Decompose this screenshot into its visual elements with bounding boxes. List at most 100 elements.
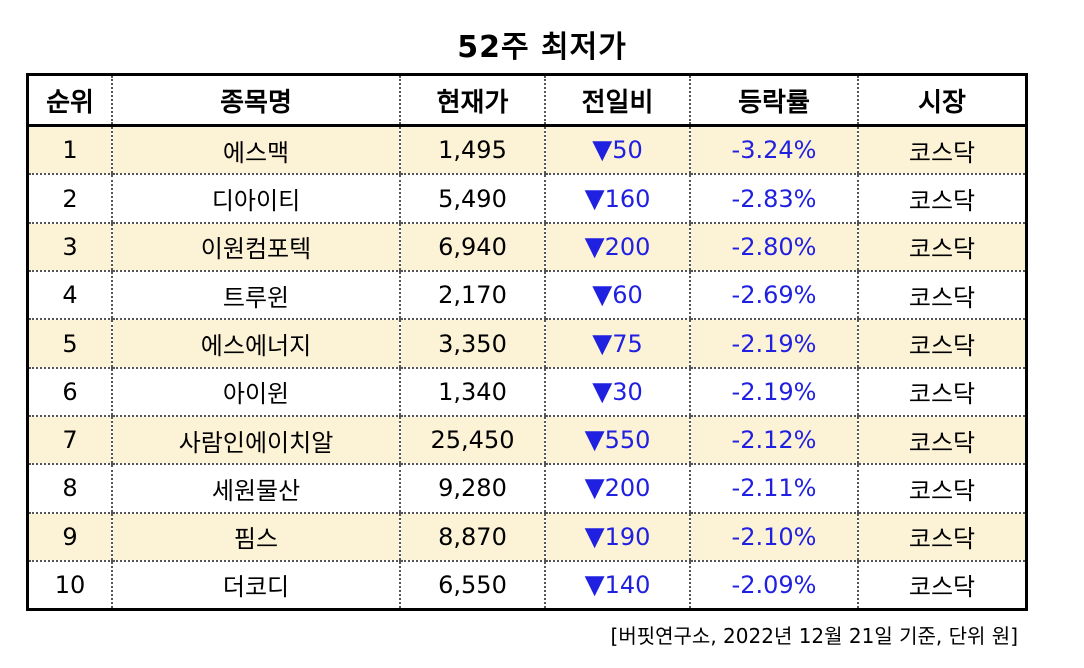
rate-cell: -2.83%	[689, 174, 858, 224]
rank-cell: 2	[29, 174, 112, 224]
table-row: 4 트루윈 2,170 ▼60 -2.69% 코스닥	[29, 271, 1025, 321]
name-cell: 디아이티	[111, 174, 400, 224]
rank-cell: 6	[29, 367, 112, 418]
name-cell: 핌스	[111, 512, 400, 562]
down-triangle-icon: ▼	[584, 183, 605, 214]
change-value: 200	[604, 474, 651, 503]
down-triangle-icon: ▼	[592, 328, 613, 359]
table-row: 8 세원물산 9,280 ▼200 -2.11% 코스닥	[29, 464, 1025, 514]
change-cell: ▼50	[544, 125, 690, 176]
change-cell: ▼30	[544, 367, 690, 418]
table-row: 5 에스에너지 3,350 ▼75 -2.19% 코스닥	[29, 319, 1025, 369]
rank-cell: 3	[29, 222, 112, 273]
source-footnote: [버핏연구소, 2022년 12월 21일 기준, 단위 원]	[610, 624, 1018, 648]
rate-cell: -2.12%	[689, 416, 858, 466]
change-value: 550	[604, 426, 651, 455]
market-cell: 코스닥	[857, 174, 1025, 224]
rate-cell: -2.11%	[689, 464, 858, 514]
change-cell: ▼60	[544, 271, 690, 321]
stock-table-container: 순위 종목명 현재가 전일비 등락률 시장 1 에스맥 1,495 ▼50 -3.24%…	[26, 73, 1028, 611]
rate-cell: -2.19%	[689, 367, 858, 418]
rank-cell: 9	[29, 512, 112, 562]
change-cell: ▼75	[544, 319, 690, 369]
table-body: 1 에스맥 1,495 ▼50 -3.24% 코스닥 2 디아이티 5,490 ▼160 -2.83…	[29, 125, 1025, 608]
name-cell: 이원컴포텍	[111, 222, 400, 273]
price-cell: 9,280	[399, 464, 545, 514]
change-cell: ▼190	[544, 512, 690, 562]
down-triangle-icon: ▼	[592, 280, 613, 311]
change-value: 75	[612, 329, 643, 358]
market-cell: 코스닥	[857, 416, 1025, 466]
price-cell: 1,340	[399, 367, 545, 418]
down-triangle-icon: ▼	[584, 425, 605, 456]
name-cell: 사람인에이치알	[111, 416, 400, 466]
page-title: 52주 최저가	[457, 30, 627, 65]
name-cell: 아이윈	[111, 367, 400, 418]
change-value: 190	[604, 522, 651, 551]
header-name: 종목명	[111, 76, 400, 127]
table-row: 7 사람인에이치알 25,450 ▼550 -2.12% 코스닥	[29, 416, 1025, 466]
price-cell: 25,450	[399, 416, 545, 466]
market-cell: 코스닥	[857, 560, 1025, 608]
down-triangle-icon: ▼	[584, 569, 605, 600]
rank-cell: 10	[54, 570, 86, 599]
down-triangle-icon: ▼	[584, 521, 605, 552]
table-row: 1 에스맥 1,495 ▼50 -3.24% 코스닥	[29, 125, 1025, 176]
change-value: 200	[604, 232, 651, 261]
price-cell: 1,495	[399, 125, 545, 176]
change-value: 30	[612, 377, 643, 406]
price-cell: 6,550	[399, 560, 545, 608]
price-cell: 5,490	[399, 174, 545, 224]
header-rate: 등락률	[689, 76, 858, 127]
rate-cell: -2.10%	[689, 512, 858, 562]
market-cell: 코스닥	[857, 319, 1025, 369]
price-cell: 3,350	[399, 319, 545, 369]
header-row: 순위 종목명 현재가 전일비 등락률 시장	[29, 76, 1025, 127]
rank-cell: 7	[29, 416, 112, 466]
down-triangle-icon: ▼	[584, 473, 605, 504]
change-cell: ▼200	[544, 464, 690, 514]
market-cell: 코스닥	[857, 464, 1025, 514]
change-cell: ▼140	[544, 560, 690, 608]
market-cell: 코스닥	[857, 125, 1025, 176]
rank-cell: 4	[29, 271, 112, 321]
change-cell: ▼550	[544, 416, 690, 466]
rank-cell: 1	[29, 125, 112, 176]
table-row: 9 핌스 8,870 ▼190 -2.10% 코스닥	[29, 512, 1025, 562]
name-cell: 트루윈	[111, 271, 400, 321]
name-cell: 에스에너지	[111, 319, 400, 369]
rate-cell: -2.09%	[689, 560, 858, 608]
rate-cell: -3.24%	[689, 125, 858, 176]
table-row: 10 더코디 6,550 ▼140 -2.09% 코스닥	[29, 560, 1025, 608]
name-cell: 세원물산	[111, 464, 400, 514]
rank-cell: 8	[29, 464, 112, 514]
price-cell: 8,870	[399, 512, 545, 562]
rate-cell: -2.80%	[689, 222, 858, 273]
down-triangle-icon: ▼	[592, 135, 613, 166]
market-cell: 코스닥	[857, 367, 1025, 418]
header-rank: 순위	[29, 76, 112, 127]
change-value: 60	[612, 281, 643, 310]
header-change: 전일비	[544, 76, 690, 127]
rate-cell: -2.69%	[689, 271, 858, 321]
price-cell: 6,940	[399, 222, 545, 273]
price-cell: 2,170	[399, 271, 545, 321]
change-value: 140	[604, 570, 651, 599]
market-cell: 코스닥	[857, 512, 1025, 562]
change-value: 160	[604, 184, 651, 213]
down-triangle-icon: ▼	[592, 376, 613, 407]
name-cell: 더코디	[111, 560, 400, 608]
stock-table: 순위 종목명 현재가 전일비 등락률 시장 1 에스맥 1,495 ▼50 -3.24%…	[29, 76, 1025, 608]
header-price: 현재가	[399, 76, 545, 127]
change-cell: ▼160	[544, 174, 690, 224]
table-row: 6 아이윈 1,340 ▼30 -2.19% 코스닥	[29, 367, 1025, 418]
table-row: 2 디아이티 5,490 ▼160 -2.83% 코스닥	[29, 174, 1025, 224]
rate-cell: -2.19%	[689, 319, 858, 369]
change-value: 50	[612, 136, 643, 165]
change-cell: ▼200	[544, 222, 690, 273]
down-triangle-icon: ▼	[584, 231, 605, 262]
name-cell: 에스맥	[111, 125, 400, 176]
rank-cell: 5	[29, 319, 112, 369]
table-row: 3 이원컴포텍 6,940 ▼200 -2.80% 코스닥	[29, 222, 1025, 273]
market-cell: 코스닥	[857, 271, 1025, 321]
